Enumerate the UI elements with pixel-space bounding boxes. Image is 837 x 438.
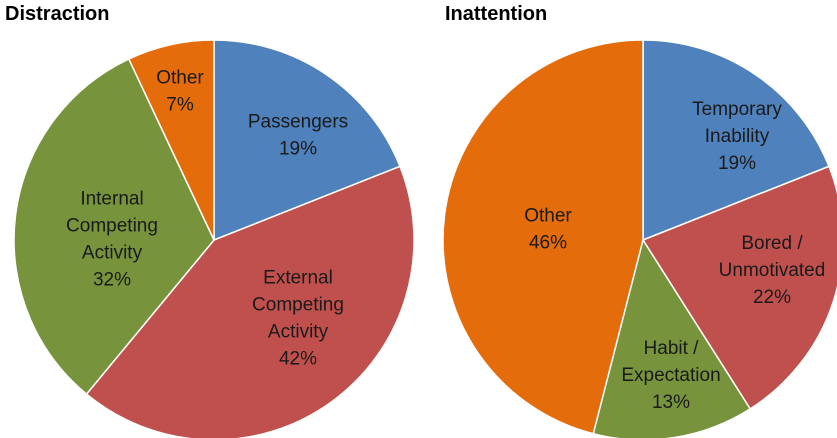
slice-value-label: 32% — [93, 270, 131, 291]
slice-value-label: 42% — [279, 349, 317, 370]
slice-label: Habit / Expectation — [621, 338, 720, 386]
slice-label: External Competing Activity — [252, 268, 344, 343]
chart-title: Distraction — [5, 3, 109, 25]
slice-label: Bored / Unmotivated — [719, 233, 826, 281]
slice-label: Internal Competing Activity — [66, 189, 158, 264]
slice-label: Other — [524, 206, 572, 227]
slice-value-label: 7% — [166, 95, 194, 116]
slice-value-label: 13% — [652, 392, 690, 413]
chart-title: Inattention — [445, 3, 547, 25]
pie-slice — [213, 39, 401, 242]
slice-label: Passengers — [248, 112, 348, 133]
pie-slice — [442, 39, 644, 435]
slice-label: Other — [156, 68, 204, 89]
pie-slice — [642, 39, 830, 242]
pie-slice — [127, 39, 215, 241]
pie-slice — [13, 58, 215, 396]
pie-slice — [85, 165, 415, 438]
slice-value-label: 19% — [279, 139, 317, 160]
slice-value-label: 46% — [529, 233, 567, 254]
slice-value-label: 19% — [718, 153, 756, 174]
slice-label: Temporary Inability — [692, 99, 782, 147]
pie-slice — [641, 165, 837, 410]
slice-value-label: 22% — [753, 287, 791, 308]
